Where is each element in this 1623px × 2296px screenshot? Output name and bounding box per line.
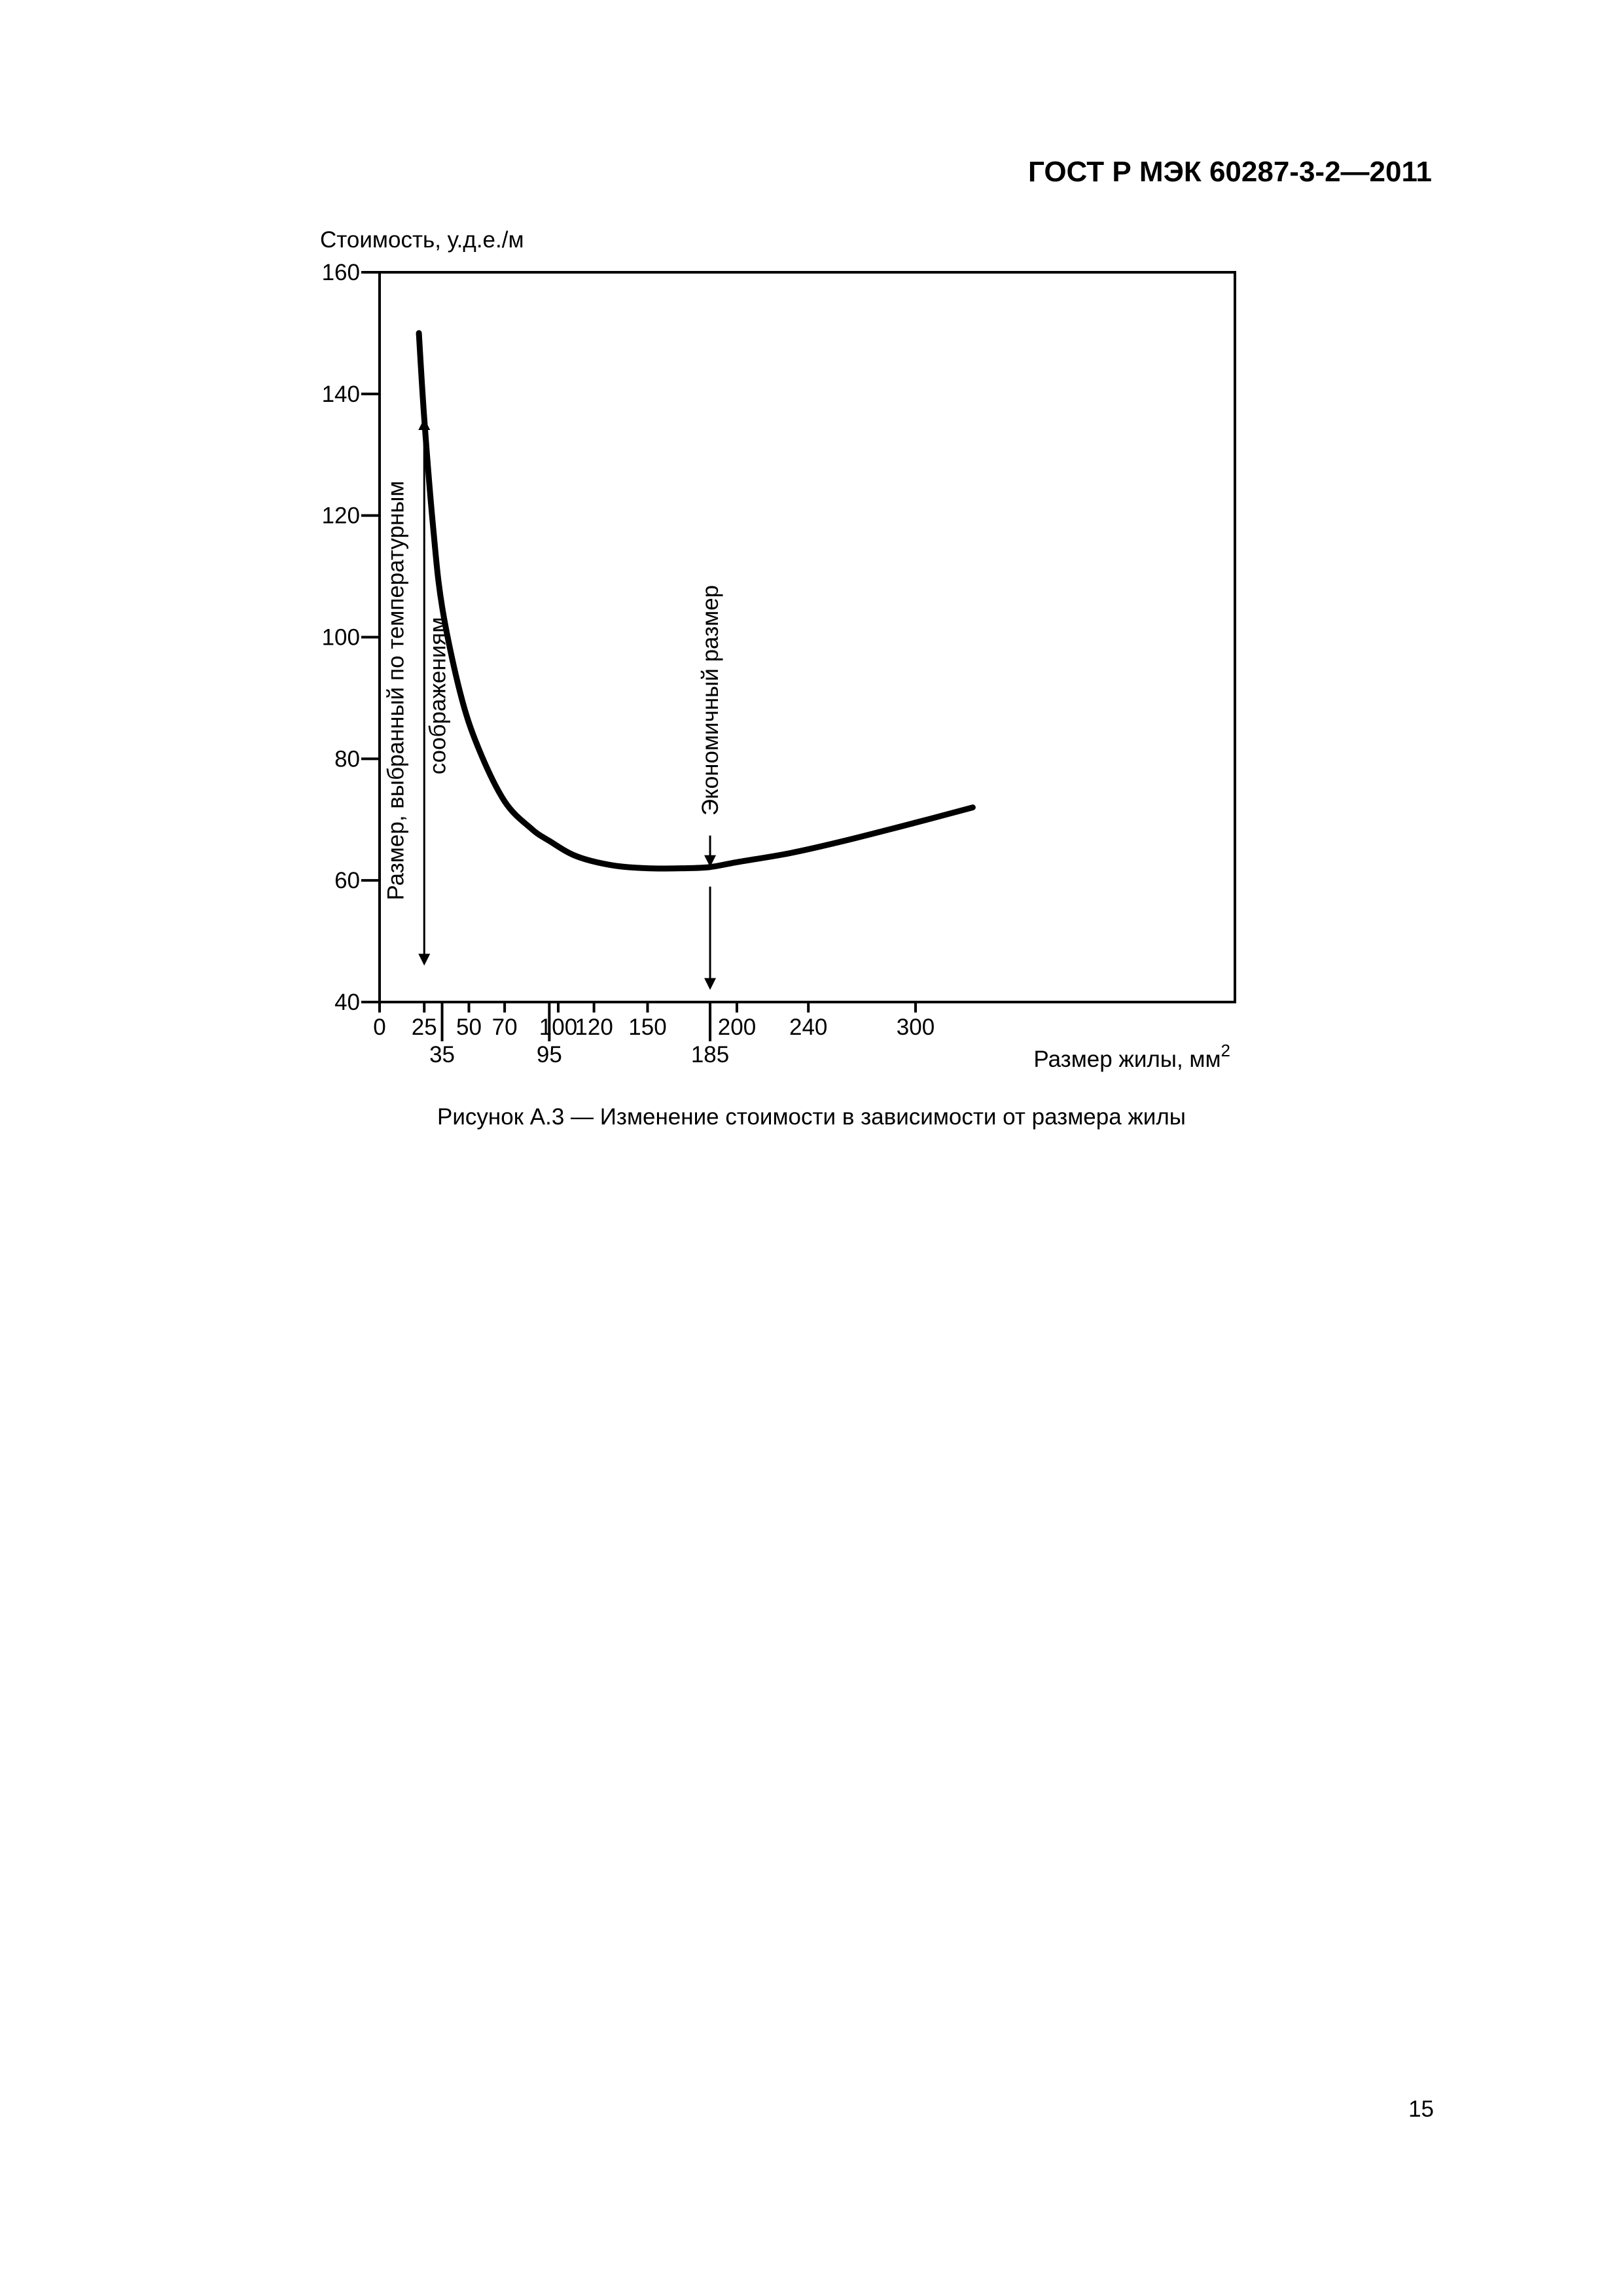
y-axis-ticks: 40 60 80 100 120 140 160	[322, 260, 380, 1015]
x-tick-label: 50	[456, 1014, 482, 1040]
x-tick-label: 0	[373, 1014, 385, 1040]
x-axis-label: Размер жилы, мм2	[1033, 1041, 1230, 1072]
thermal-size-annotation-line2: соображениям	[425, 617, 450, 775]
x-tick-label-lower: 35	[429, 1042, 455, 1067]
y-tick-label: 100	[322, 625, 360, 651]
x-tick-label-lower: 95	[537, 1042, 562, 1067]
y-tick-label: 80	[334, 746, 360, 772]
x-tick-label: 150	[628, 1014, 666, 1040]
x-axis-label-superscript: 2	[1221, 1041, 1230, 1060]
x-tick-label: 25	[412, 1014, 437, 1040]
arrowhead	[704, 855, 717, 867]
x-tick-label: 240	[789, 1014, 827, 1040]
x-tick-label: 120	[575, 1014, 613, 1040]
y-tick-label: 160	[322, 260, 360, 285]
x-tick-label: 70	[492, 1014, 518, 1040]
annotations: Размер, выбранный по температурным сообр…	[383, 418, 723, 990]
plot-frame	[378, 271, 1236, 1003]
x-tick-label: 200	[718, 1014, 756, 1040]
x-tick-label: 100	[539, 1014, 577, 1040]
arrowhead	[704, 978, 717, 990]
figure-caption: Рисунок А.3 — Изменение стоимости в зави…	[437, 1104, 1186, 1130]
economic-size-annotation: Экономичный размер	[698, 585, 723, 816]
cost-curve	[416, 330, 976, 872]
x-tick-label-lower: 185	[691, 1042, 729, 1067]
arrowhead	[418, 418, 431, 430]
x-tick-label: 300	[897, 1014, 935, 1040]
page-number: 15	[1408, 2096, 1434, 2122]
document-code: ГОСТ Р МЭК 60287-3-2—2011	[1027, 156, 1432, 188]
annotation-arrows	[418, 418, 717, 990]
y-tick-label: 120	[322, 503, 360, 529]
y-tick-label: 60	[334, 868, 360, 893]
y-tick-label: 40	[334, 990, 360, 1015]
x-axis-label-text: Размер жилы, мм	[1033, 1047, 1221, 1072]
arrowhead	[418, 954, 431, 966]
thermal-size-annotation-line1: Размер, выбранный по температурным	[383, 481, 408, 901]
svg-text:Размер жилы, мм2: Размер жилы, мм2	[1033, 1041, 1230, 1072]
y-tick-label: 140	[322, 382, 360, 407]
y-axis-label: Стоимость, у.д.е./м	[320, 227, 524, 253]
